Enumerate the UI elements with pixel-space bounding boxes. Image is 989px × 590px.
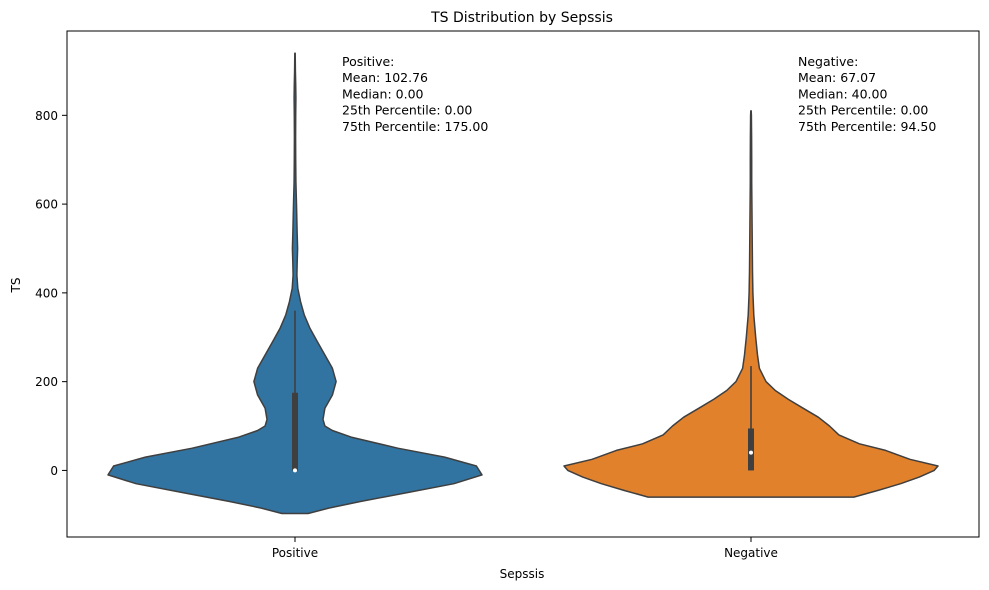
violin-median-point (293, 468, 297, 473)
violin-body (563, 110, 939, 498)
stats-annotation-line: 75th Percentile: 94.50 (798, 119, 936, 134)
y-tick-label: 200 (35, 375, 58, 389)
stats-annotation-line: Mean: 102.76 (342, 70, 428, 85)
x-tick-label: Negative (724, 546, 778, 560)
y-tick-label: 400 (35, 286, 58, 300)
stats-annotation-line: Negative: (798, 54, 858, 69)
y-tick-label: 600 (35, 198, 58, 212)
violin-iqr-box (292, 392, 298, 471)
y-tick-label: 0 (50, 464, 58, 478)
plot-frame (66, 30, 980, 538)
chart-title: TS Distribution by Sepssis (430, 10, 613, 26)
stats-annotation-line: Median: 40.00 (798, 86, 887, 101)
x-axis-label: Sepssis (500, 567, 545, 581)
violin-negative (563, 110, 939, 498)
plot-area (66, 30, 980, 538)
stats-annotation-line: Median: 0.00 (342, 86, 424, 101)
violin-iqr-box (748, 428, 754, 471)
annotations: Positive: Mean: 102.76 Median: 0.00 25th Pe… (342, 54, 936, 134)
violin-body (107, 52, 483, 515)
stats-annotation-line: Mean: 67.07 (798, 70, 876, 85)
stats-annotation-line: Positive: (342, 54, 394, 69)
x-tick-label: Positive (272, 546, 318, 560)
x-axis: Positive Negative (272, 537, 778, 560)
stats-annotation-negative: Negative: Mean: 67.07 Median: 40.00 25th Pe… (798, 54, 936, 134)
stats-annotation-line: 75th Percentile: 175.00 (342, 119, 488, 134)
stats-annotation-line: 25th Percentile: 0.00 (798, 103, 928, 118)
y-axis: 0 200 400 600 800 (35, 109, 67, 478)
stats-annotation-positive: Positive: Mean: 102.76 Median: 0.00 25th Pe… (342, 54, 488, 134)
violin-positive (107, 52, 483, 515)
y-axis-label: TS (9, 278, 23, 294)
violin-median-point (749, 450, 753, 455)
stats-annotation-line: 25th Percentile: 0.00 (342, 103, 472, 118)
y-tick-label: 800 (35, 109, 58, 123)
violins (107, 52, 939, 515)
